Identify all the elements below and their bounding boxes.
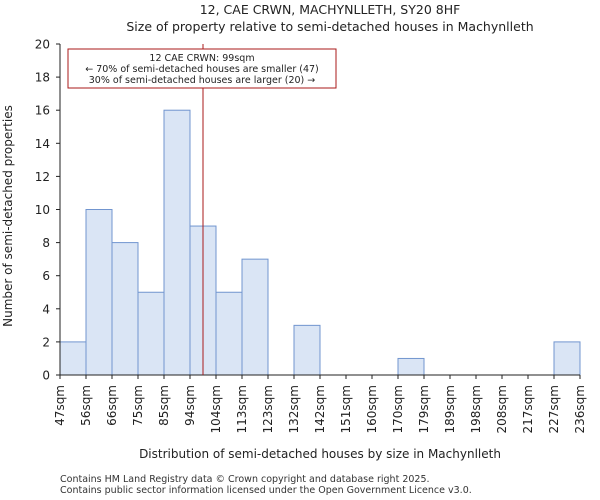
x-tick-label: 56sqm	[79, 385, 93, 426]
footer-line-1: Contains HM Land Registry data © Crown c…	[60, 474, 430, 485]
y-tick-label: 4	[42, 302, 50, 316]
chart: 12, CAE CRWN, MACHYNLLETH, SY20 8HF Size…	[1, 2, 587, 461]
bar-75sqm	[137, 291, 165, 376]
y-tick-label: 14	[35, 137, 50, 151]
y-tick-label: 8	[42, 236, 50, 250]
x-tick-label: 85sqm	[157, 385, 171, 426]
bar-56sqm	[85, 209, 113, 376]
x-tick-label: 208sqm	[495, 385, 509, 433]
y-tick-label: 16	[35, 104, 50, 118]
y-tick-label: 0	[42, 369, 50, 383]
x-ticks-group: 47sqm 56sqm 66sqm 75sqm 85sqm 94sqm 104sqm 113s…	[53, 375, 587, 433]
x-tick-label: 170sqm	[391, 385, 405, 433]
x-tick-label: 227sqm	[547, 385, 561, 433]
y-axis-label: Number of semi-detached properties	[1, 105, 15, 327]
y-tick-label: 12	[35, 170, 50, 184]
bar-104sqm	[215, 291, 243, 376]
chart-title: 12, CAE CRWN, MACHYNLLETH, SY20 8HF	[200, 2, 461, 17]
bar-170sqm	[397, 357, 425, 376]
y-tick-label: 20	[35, 38, 50, 52]
annotation-line-3: 30% of semi-detached houses are larger (…	[89, 75, 316, 86]
x-tick-label: 123sqm	[261, 385, 275, 433]
chart-subtitle: Size of property relative to semi-detach…	[126, 19, 533, 34]
x-tick-label: 142sqm	[313, 385, 327, 433]
footer-line-2: Contains public sector information licen…	[60, 485, 472, 496]
bar-132sqm	[293, 324, 321, 376]
x-tick-label: 104sqm	[209, 385, 223, 433]
x-tick-label: 94sqm	[183, 385, 197, 426]
bar-113sqm	[241, 258, 269, 376]
y-tick-label: 2	[42, 335, 50, 349]
x-tick-label: 179sqm	[417, 385, 431, 433]
x-tick-label: 75sqm	[131, 385, 145, 426]
x-tick-label: 189sqm	[443, 385, 457, 433]
bars-group	[59, 109, 581, 376]
bar-227sqm	[553, 341, 581, 376]
x-axis-label: Distribution of semi-detached houses by …	[139, 447, 501, 461]
bar-47sqm	[59, 341, 87, 376]
x-tick-label: 217sqm	[521, 385, 535, 433]
x-tick-label: 151sqm	[339, 385, 353, 433]
y-tick-label: 18	[35, 71, 50, 85]
x-tick-label: 160sqm	[365, 385, 379, 433]
x-tick-label: 47sqm	[53, 385, 67, 426]
x-tick-label: 113sqm	[235, 385, 249, 433]
annotation-line-1: 12 CAE CRWN: 99sqm	[149, 53, 254, 64]
annotation-line-2: ← 70% of semi-detached houses are smalle…	[85, 64, 319, 75]
x-tick-label: 236sqm	[573, 385, 587, 433]
y-tick-label: 6	[42, 269, 50, 283]
x-tick-label: 66sqm	[105, 385, 119, 426]
y-ticks-group: 0 2 4 6 8 10 12 14 16 18 20	[35, 38, 60, 383]
x-tick-label: 198sqm	[469, 385, 483, 433]
bar-85sqm	[163, 109, 191, 376]
x-tick-label: 132sqm	[287, 385, 301, 433]
y-tick-label: 10	[35, 203, 50, 217]
annotation-box	[67, 48, 337, 89]
bar-66sqm	[111, 242, 139, 376]
